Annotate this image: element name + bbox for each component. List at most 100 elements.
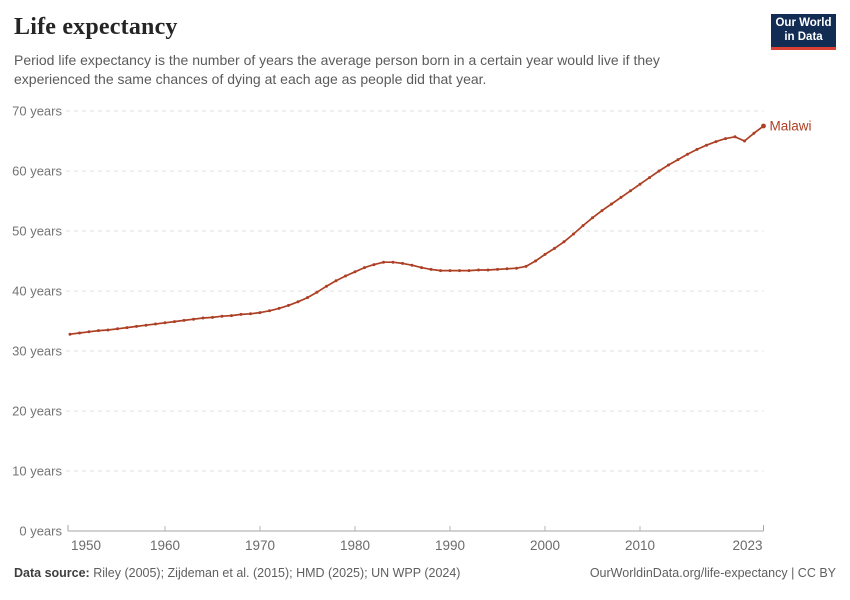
data-point	[287, 303, 290, 307]
data-point	[410, 263, 414, 267]
series-line	[69, 125, 765, 336]
y-tick-label: 20 years	[12, 404, 62, 419]
page-title: Life expectancy	[14, 14, 178, 40]
data-point	[353, 270, 357, 274]
x-tick-label: 1980	[340, 538, 370, 553]
x-tick-label: 2010	[625, 538, 655, 553]
data-point	[106, 328, 110, 332]
data-point	[372, 263, 376, 267]
x-tick-label: 1950	[71, 538, 101, 553]
owid-logo-line2: in Data	[784, 31, 823, 43]
data-point	[505, 267, 509, 271]
data-point	[230, 314, 233, 318]
data-point	[553, 246, 556, 250]
data-point	[334, 279, 338, 283]
data-point	[458, 269, 461, 273]
data-point	[562, 240, 566, 244]
y-tick-label: 50 years	[12, 224, 62, 239]
data-source: Data source: Riley (2005); Zijdeman et a…	[14, 566, 460, 580]
data-point	[477, 268, 480, 272]
data-point	[686, 152, 689, 156]
data-point	[676, 158, 680, 162]
data-point	[638, 182, 642, 186]
x-tick-label: 1990	[435, 538, 465, 553]
data-point	[695, 147, 699, 151]
data-point	[296, 300, 300, 304]
data-point	[258, 311, 262, 315]
data-point	[220, 314, 224, 318]
data-point	[192, 317, 195, 321]
data-point	[78, 331, 81, 335]
chart-subtitle: Period life expectancy is the number of …	[14, 52, 660, 88]
data-point	[182, 318, 186, 322]
data-point	[429, 267, 433, 271]
x-tick-label: 1970	[245, 538, 275, 553]
footer-link[interactable]: OurWorldinData.org/life-expectancy | CC …	[589, 566, 836, 580]
data-point	[154, 322, 157, 326]
data-point	[268, 309, 271, 313]
data-point	[420, 266, 423, 270]
y-tick-label: 0 years	[19, 524, 62, 539]
data-point	[401, 261, 404, 265]
data-point	[325, 284, 328, 288]
data-point	[761, 123, 766, 129]
data-point	[391, 260, 395, 264]
y-tick-label: 10 years	[12, 464, 62, 479]
x-tick-label: 2000	[530, 538, 560, 553]
data-point	[97, 329, 100, 333]
data-point	[524, 264, 528, 268]
data-point	[68, 332, 72, 336]
data-point	[486, 268, 490, 272]
data-point	[743, 139, 746, 143]
y-tick-label: 40 years	[12, 284, 62, 299]
y-tick-label: 30 years	[12, 344, 62, 359]
y-tick-label: 70 years	[12, 104, 62, 119]
y-tick-label: 60 years	[12, 164, 62, 179]
data-point	[600, 209, 604, 213]
data-point	[439, 269, 442, 273]
data-point	[515, 266, 518, 270]
data-point	[467, 269, 471, 273]
data-point	[239, 312, 243, 316]
owid-logo: Our World in Data	[771, 14, 836, 50]
data-point	[173, 320, 176, 324]
data-point	[135, 324, 138, 328]
data-point	[724, 137, 727, 141]
data-point	[315, 290, 319, 294]
data-point	[543, 252, 547, 256]
data-point	[752, 131, 756, 135]
data-point	[163, 321, 167, 325]
data-point	[87, 330, 91, 334]
owid-logo-line1: Our World	[775, 17, 832, 29]
data-point	[667, 163, 670, 167]
x-tick-label: 1960	[150, 538, 180, 553]
data-point	[733, 135, 737, 139]
data-point	[249, 312, 252, 316]
data-point	[363, 266, 366, 270]
data-point	[534, 259, 537, 263]
x-tick-label: 2023	[732, 538, 762, 553]
data-point	[144, 323, 148, 327]
series-label: Malawi	[770, 119, 812, 134]
data-point	[201, 316, 205, 320]
data-point	[591, 216, 594, 220]
data-point	[714, 140, 718, 144]
data-point	[344, 274, 347, 278]
data-point	[306, 296, 309, 300]
data-point	[629, 189, 632, 193]
data-point	[610, 202, 613, 206]
data-point	[619, 195, 623, 199]
data-point	[705, 143, 708, 147]
data-point	[496, 267, 499, 271]
data-point	[648, 176, 651, 180]
data-point	[382, 260, 385, 264]
data-point	[448, 269, 452, 273]
data-point	[277, 306, 281, 310]
data-source-text: Riley (2005); Zijdeman et al. (2015); HM…	[89, 566, 461, 580]
data-point	[125, 326, 129, 330]
chart-footer: Data source: Riley (2005); Zijdeman et a…	[14, 566, 836, 580]
data-point	[581, 224, 585, 228]
data-point	[116, 327, 119, 331]
